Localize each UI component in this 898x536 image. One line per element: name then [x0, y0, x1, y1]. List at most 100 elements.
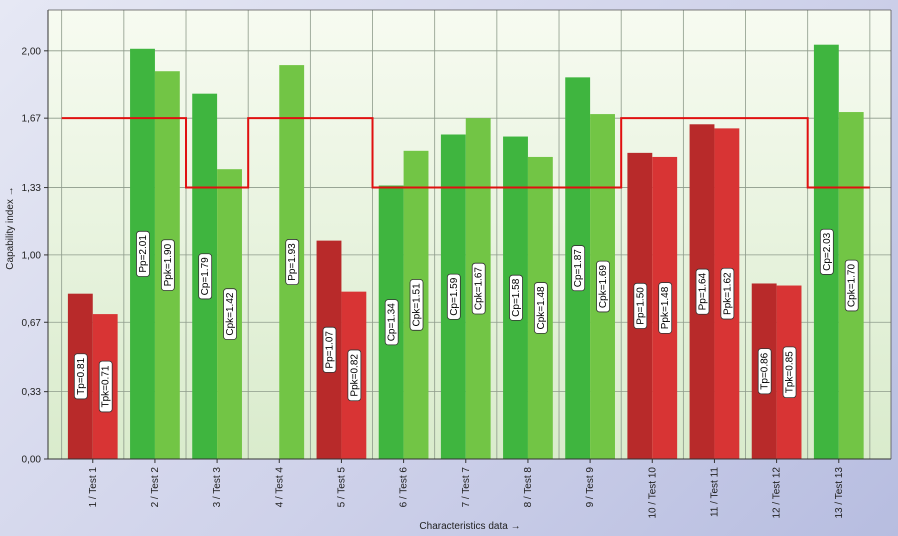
bar-value-label-text: Ppk=1.62 — [722, 272, 733, 315]
bar-value-label-text: Tpk=0.85 — [785, 351, 796, 393]
limit-line — [61, 117, 870, 189]
x-tick-label: 10 / Test 10 — [647, 467, 658, 519]
bar-value-label-box — [73, 353, 88, 400]
y-tick-label: 0,33 — [22, 387, 42, 398]
x-tick-label: 4 / Test 4 — [274, 467, 285, 508]
bar-value-label-text: Cp=1.59 — [449, 277, 460, 316]
bar-value-label: Ppk=1.48 — [658, 282, 673, 334]
bar-value-label: Cp=1.87 — [571, 245, 586, 292]
x-tick-label: 12 / Test 12 — [772, 467, 783, 519]
grid-lines — [48, 10, 891, 460]
y-tick-label: 1,67 — [22, 114, 42, 125]
bar-value-label-box — [509, 274, 523, 321]
bar-value-label-text: Cp=1.34 — [387, 303, 398, 342]
y-tick-label: 0,67 — [22, 318, 42, 329]
bar-value-label: Ppk=1.62 — [720, 267, 735, 320]
bar-value-label-text: Pp=1.07 — [325, 331, 336, 369]
bar-value-label: Tp=0.81 — [73, 353, 88, 400]
x-tick-label: 11 / Test 11 — [709, 467, 720, 517]
bar-value-label: Cpk=1.69 — [596, 260, 610, 313]
x-tick-label: 5 / Test 5 — [336, 467, 347, 508]
bar-value-label: Pp=1.64 — [695, 268, 710, 315]
x-tick-label: 9 / Test 9 — [585, 467, 596, 508]
bar-value-label-box — [757, 348, 772, 395]
y-tick-label: 1,33 — [22, 183, 42, 194]
bar-value-label-text: Pp=1.64 — [698, 272, 709, 310]
bar-value-label-text: Cpk=1.69 — [598, 265, 609, 309]
bar-value-label-text: Cp=1.79 — [200, 257, 211, 296]
bar-value-label: Cpk=1.67 — [471, 262, 486, 315]
bar-value-label: Tpk=0.71 — [98, 360, 113, 413]
bar-value-label-text: Cpk=1.67 — [474, 267, 485, 311]
bar-value-label-text: Tp=0.81 — [76, 357, 87, 394]
limit-line-group — [61, 117, 870, 189]
bar-value-label: Pp=2.01 — [136, 230, 150, 277]
y-tick-label: 0,00 — [22, 455, 42, 466]
bar-value-label-box — [322, 326, 337, 373]
bar-data-labels: Tp=0.81 Tpk=0.71 Pp=2.01 Ppk=1.90 Cp=1.79 Cpk… — [73, 228, 859, 413]
bar-value-label: Cp=1.59 — [446, 273, 461, 320]
bar-value-label: Pp=1.93 — [285, 239, 300, 286]
bar-value-label: Cpk=1.48 — [533, 282, 548, 334]
x-tick-label: 13 / Test 13 — [834, 467, 845, 519]
x-tick-label: 6 / Test 6 — [399, 467, 410, 508]
bar-value-label-text: Cp=1.58 — [511, 278, 522, 317]
bar-value-label-box — [446, 273, 461, 320]
bar-value-label-text: Ppk=1.48 — [660, 286, 671, 329]
bar-value-label-box — [658, 282, 673, 334]
bar-value-label: Pp=1.50 — [633, 282, 648, 329]
x-tick-label: 1 / Test 1 — [88, 467, 99, 508]
bar-value-label: Cp=1.34 — [384, 299, 399, 346]
bar-value-label: Cpk=1.70 — [844, 259, 859, 312]
bar-value-label-text: Cpk=1.48 — [536, 286, 547, 330]
bar-value-label-box — [633, 282, 648, 329]
bar-value-label-box — [384, 299, 399, 346]
bar-value-label-text: Cpk=1.42 — [225, 292, 236, 336]
bar-value-label-box — [695, 268, 710, 315]
x-tick-label: 8 / Test 8 — [523, 467, 534, 508]
x-tick-label: 2 / Test 2 — [150, 467, 161, 508]
bar-value-label: Pp=1.07 — [322, 326, 337, 373]
bar-value-label-box — [409, 279, 424, 331]
bar-value-label-box — [533, 282, 548, 334]
bar-value-label: Ppk=1.90 — [160, 239, 175, 291]
x-axis-title: Characteristics data → — [419, 521, 520, 532]
bar-value-label-box — [160, 239, 175, 291]
bar-value-label-box — [819, 228, 834, 275]
bar-value-label-text: Cpk=1.70 — [847, 264, 858, 308]
bar-value-label-text: Pp=1.50 — [635, 287, 646, 325]
bar-value-label-box — [471, 262, 486, 315]
bar-value-label-text: Cpk=1.51 — [412, 283, 423, 327]
bar-value-label: Cpk=1.42 — [223, 288, 237, 340]
y-axis-title: Capability index → — [5, 186, 16, 269]
x-tick-label: 3 / Test 3 — [212, 467, 223, 508]
x-tick-label: 7 / Test 7 — [461, 467, 472, 508]
bar-value-label-box — [720, 267, 735, 320]
bar-value-label: Tp=0.86 — [757, 348, 772, 395]
bar-value-label: Tpk=0.85 — [782, 346, 797, 399]
bar-value-label: Cp=1.58 — [509, 274, 523, 321]
bar-value-label-box — [596, 260, 610, 313]
bar-value-label: Cp=2.03 — [819, 228, 834, 275]
bar-value-label-box — [285, 239, 300, 286]
bar-value-label-text: Ppk=1.90 — [163, 243, 174, 286]
axes: 0,00 0,33 0,67 1,00 1,33 1,67 2,00 1 / Test 1 2 … — [22, 9, 892, 519]
bar-value-label-text: Ppk=0.82 — [349, 354, 360, 397]
bar-value-label: Cpk=1.51 — [409, 279, 424, 331]
bar-value-label-box — [223, 288, 237, 340]
bar-value-label-text: Pp=1.93 — [287, 243, 298, 281]
bar-value-label-box — [136, 230, 150, 277]
bar-value-label-text: Tp=0.86 — [760, 352, 771, 389]
bar-value-label-box — [347, 349, 362, 402]
bar-value-label-box — [571, 245, 586, 292]
bar-value-label-box — [198, 253, 213, 300]
bar-value-label-text: Cp=1.87 — [573, 249, 584, 288]
y-tick-label: 2,00 — [22, 46, 42, 57]
bar-value-label-text: Pp=2.01 — [138, 235, 149, 273]
bar-value-label-box — [844, 259, 859, 312]
bar-value-label-box — [98, 360, 113, 413]
bar-value-label-box — [782, 346, 797, 399]
y-tick-label: 1,00 — [22, 250, 42, 261]
bar-value-label: Ppk=0.82 — [347, 349, 362, 402]
